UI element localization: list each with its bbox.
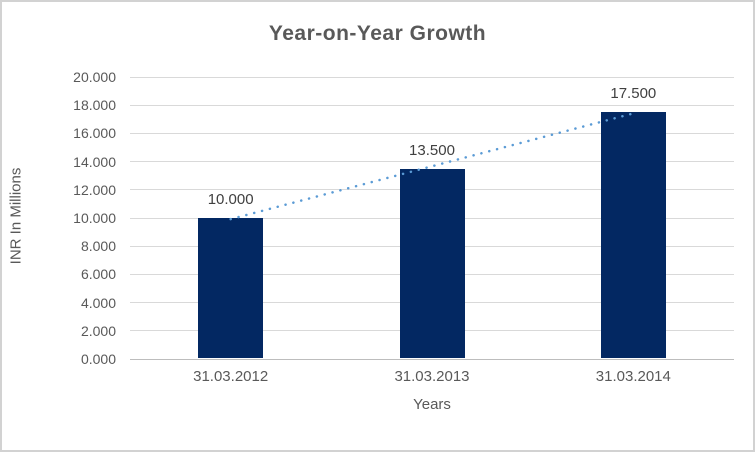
x-axis-line: [130, 358, 734, 360]
x-axis-title: Years: [413, 396, 451, 413]
chart-title: Year-on-Year Growth: [268, 22, 487, 45]
x-tick-label: 31.03.2012: [193, 368, 269, 385]
bar: [399, 168, 465, 358]
y-tick-label: 14.000: [73, 153, 116, 170]
y-tick-label: 18.000: [73, 97, 116, 114]
y-tick-label: 12.000: [73, 181, 116, 198]
bar-value-label: 13.500: [409, 141, 455, 159]
y-tick-label: 8.000: [80, 238, 116, 255]
y-tick-label: 0.000: [80, 351, 116, 367]
bar: [600, 112, 666, 358]
y-tick-label: 20.000: [73, 69, 116, 85]
y-tick-label: 16.000: [73, 125, 116, 142]
bar-value-label: 17.500: [610, 85, 657, 103]
x-tick-label: 31.03.2013: [394, 368, 470, 385]
bar: [198, 218, 264, 358]
gridline: [130, 104, 734, 106]
y-tick-label: 2.000: [80, 322, 116, 339]
y-tick-label: 6.000: [80, 266, 116, 283]
y-tick-label: 4.000: [80, 294, 116, 311]
x-tick-label: 31.03.2014: [595, 368, 671, 385]
y-tick-label: 10.000: [73, 210, 116, 226]
bar-value-label: 10.000: [207, 191, 254, 208]
y-axis-title: INR In Millions: [7, 167, 25, 265]
gridline: [130, 76, 734, 78]
